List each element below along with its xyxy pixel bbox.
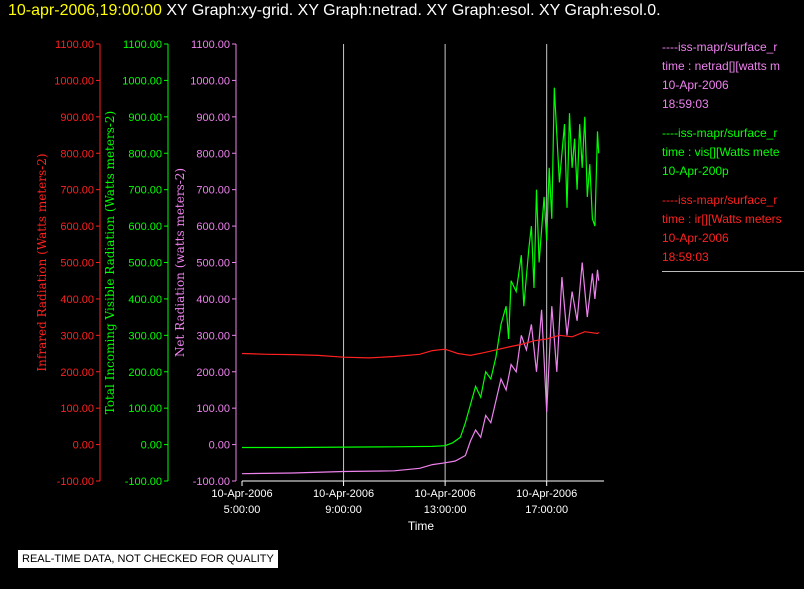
x-tick-time: 13:00:00 [424,504,467,516]
vis-series-line [242,87,600,449]
ir-tick-label: 700.00 [60,185,94,197]
ir-tick-label: -100.00 [57,476,94,488]
legend-source: ----iss-mapr/surface_r [662,40,778,54]
vis-tick-label: 900.00 [128,112,162,124]
legend-date: 10-Apr-2006 [662,231,729,245]
net-tick-label: 0.00 [209,440,230,452]
legend-field: time : netrad[][watts m [662,59,781,73]
quality-note: REAL-TIME DATA, NOT CHECKED FOR QUALITY [18,550,278,568]
series [241,87,600,475]
vis-tick-label: 1000.00 [122,75,162,87]
vis-tick-label: 400.00 [128,294,162,306]
vis-tick-label: 500.00 [128,258,162,270]
vis-tick-label: 300.00 [128,330,162,342]
vis-tick-label: 200.00 [128,367,162,379]
vis-tick-label: 600.00 [128,221,162,233]
net-series-line [241,262,600,475]
net-tick-label: -100.00 [193,476,230,488]
legend-time: 18:59:03 [662,97,709,111]
grid [343,44,548,481]
x-tick-time: 17:00:00 [525,504,568,516]
ir-tick-label: 1000.00 [54,75,94,87]
ir-series-line [241,331,600,359]
legend-time: 18:59:03 [662,250,709,264]
legend-date: 10-Apr-200p [662,164,729,178]
ir-tick-label: 0.00 [73,440,94,452]
ir-tick-label: 900.00 [60,112,94,124]
vis-tick-label: -100.00 [125,476,162,488]
legend-field: time : vis[][Watts mete [662,145,780,159]
vis-tick-label: 1100.00 [123,39,162,51]
x-tick-time: 9:00:00 [325,504,362,516]
vis-axis-label: Total Incoming Visible Radiation (Watts … [103,111,117,415]
net-tick-label: 1100.00 [191,39,230,51]
ir-tick-label: 800.00 [60,148,94,160]
net-tick-label: 800.00 [196,148,230,160]
legend-divider [662,271,804,272]
ir-tick-label: 300.00 [60,330,94,342]
legend-field: time : ir[][Watts meters [662,212,782,226]
legend-date: 10-Apr-2006 [662,78,729,92]
net-tick-label: 100.00 [196,403,230,415]
x-tick-date: 10-Apr-2006 [211,488,272,500]
x-axis-label: Time [408,519,435,533]
net-tick-label: 500.00 [196,258,230,270]
vis-tick-label: 800.00 [128,148,162,160]
ir-tick-label: 200.00 [60,367,94,379]
vis-tick-label: 0.00 [141,440,162,452]
ir-tick-label: 600.00 [60,221,94,233]
vis-tick-label: 100.00 [128,403,162,415]
net-tick-label: 1000.00 [190,75,230,87]
timestamp: 10-apr-2006,19:00:00 [8,2,162,19]
ir-tick-label: 500.00 [60,258,94,270]
legend-source: ----iss-mapr/surface_r [662,126,778,140]
graph-list: XY Graph:xy-grid. XY Graph:netrad. XY Gr… [166,2,661,19]
axes: -100.00 0.00 100.00 200.00 300.00 400.00 500.0… [35,39,604,516]
ir-tick-label: 100.00 [60,403,94,415]
ir-tick-label: 1100.00 [55,39,94,51]
net-tick-label: 200.00 [196,367,230,379]
legend-source: ----iss-mapr/surface_r [662,193,778,207]
net-tick-label: 900.00 [196,112,230,124]
x-tick-date: 10-Apr-2006 [516,488,577,500]
vis-tick-label: 700.00 [128,185,162,197]
ir-tick-label: 400.00 [60,294,94,306]
net-axis-label: Net Radiation (watts meters-2) [173,168,187,357]
x-tick-time: 5:00:00 [224,504,261,516]
ir-axis-label: Infrared Radiation (Watts meters-2) [35,153,49,371]
net-tick-label: 700.00 [196,185,230,197]
page-title: 10-apr-2006,19:00:00 XY Graph:xy-grid. X… [8,2,661,20]
net-tick-label: 400.00 [196,294,230,306]
x-tick-date: 10-Apr-2006 [415,488,476,500]
net-tick-label: 300.00 [196,330,230,342]
net-tick-label: 600.00 [196,221,230,233]
x-tick-date: 10-Apr-2006 [313,488,374,500]
